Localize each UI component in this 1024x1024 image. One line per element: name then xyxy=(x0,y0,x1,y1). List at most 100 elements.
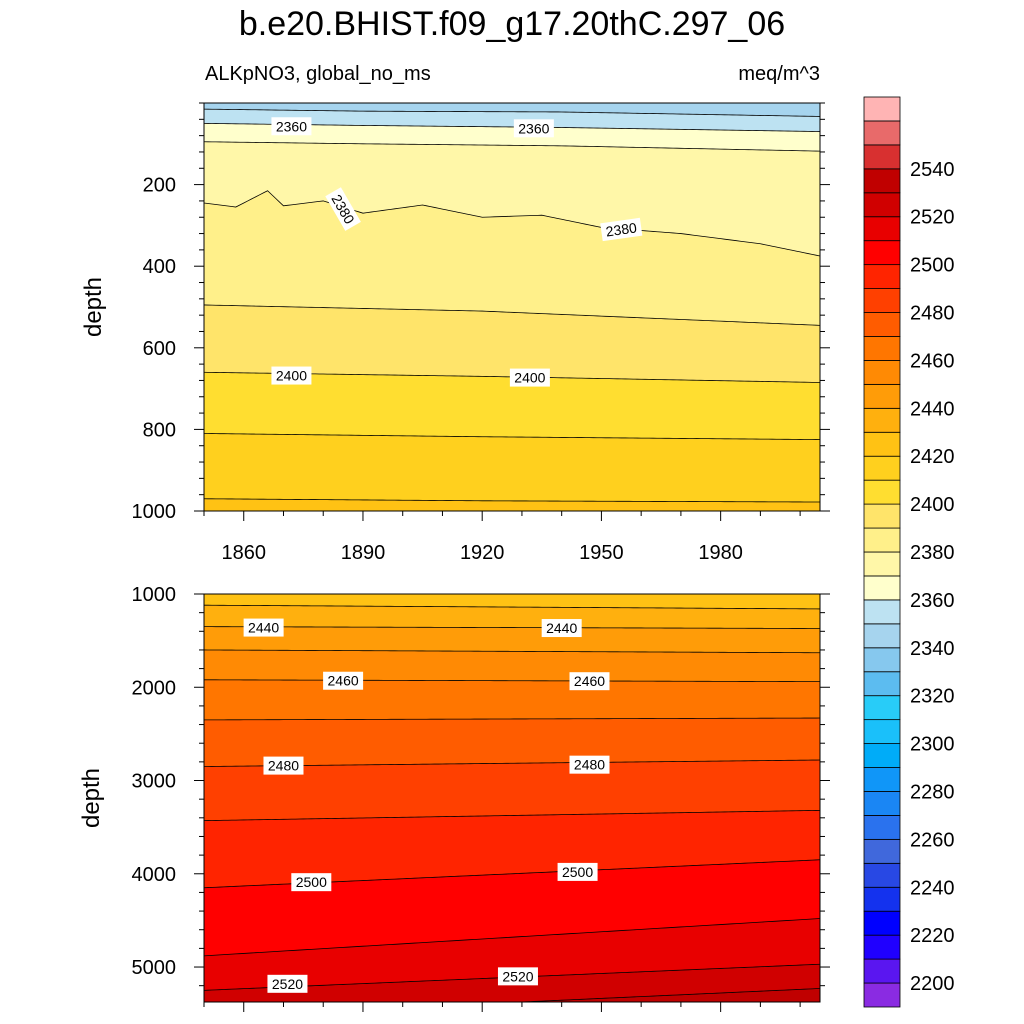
colorbar-swatch-2490 xyxy=(863,264,901,289)
lower-contour-label-4: 2480 xyxy=(263,756,304,775)
lower-contour-label-text-4: 2480 xyxy=(268,758,299,774)
colorbar-label-0: 2200 xyxy=(910,973,955,995)
upper-isoline-2420 xyxy=(204,498,820,503)
upper-contour-label-box-4 xyxy=(271,366,312,385)
colorbar-swatch-2310 xyxy=(863,695,901,721)
subtitle-right: meq/m^3 xyxy=(738,63,820,85)
upper-contour-label-3: 2380 xyxy=(600,217,643,242)
colorbar-swatch-2540 xyxy=(863,144,901,170)
lower-isoline-2480 xyxy=(204,759,820,767)
colorbar-swatch-2440 xyxy=(863,383,901,409)
colorbar-swatch-2510 xyxy=(863,216,901,242)
lower-contour-label-5: 2480 xyxy=(569,755,610,774)
lower-isoline-2440 xyxy=(204,626,820,629)
upper-contour-label-box-0 xyxy=(271,117,312,136)
lower-frame xyxy=(203,593,821,1003)
lower-contour-label-text-0: 2440 xyxy=(248,620,279,636)
colorbar-swatch-2380 xyxy=(863,527,901,553)
upper-ytick-label-4: 1000 xyxy=(132,501,177,523)
upper-contour-label-text-3: 2380 xyxy=(605,219,638,239)
lower-contour-label-box-0 xyxy=(243,618,284,637)
colorbar-swatch-2210 xyxy=(863,934,901,960)
colorbar-swatch-2260 xyxy=(863,815,901,840)
colorbar-swatch-2480 xyxy=(863,288,901,313)
upper-contour-label-5: 2400 xyxy=(509,368,550,387)
lower-contour-label-box-8 xyxy=(267,974,308,993)
lower-isoline-2460 xyxy=(204,679,820,683)
colorbar-swatch-2280 xyxy=(863,767,901,792)
colorbar-swatch-2330 xyxy=(863,647,901,673)
upper-xtick-label-3: 1950 xyxy=(579,542,624,564)
subtitle-left: ALKpNO3, global_no_ms xyxy=(205,63,431,85)
lower-contour-label-text-8: 2520 xyxy=(272,976,303,992)
lower-contour-label-text-1: 2440 xyxy=(546,620,577,636)
axes: 200 400 600 800 1000 1860 1890 1920 1950 1980 dept… xyxy=(78,102,830,1012)
upper-xtick-label-4: 1980 xyxy=(698,542,743,564)
lower-contour-label-3: 2460 xyxy=(569,672,610,691)
colorbar-swatch-2430 xyxy=(863,407,901,433)
colorbar-label-3: 2260 xyxy=(910,829,955,851)
colorbar-swatch-2320 xyxy=(863,671,901,697)
colorbar-label-7: 2340 xyxy=(910,638,955,660)
colorbar-swatch-2290 xyxy=(863,743,901,768)
lower-isoline-2490 xyxy=(204,809,820,822)
upper-xtick-label-0: 1860 xyxy=(221,542,266,564)
upper-contour-label-text-0: 2360 xyxy=(276,118,307,134)
colorbar-swatch-2400 xyxy=(863,479,901,505)
lower-ytick-label-4: 5000 xyxy=(132,957,177,979)
colorbar-label-11: 2420 xyxy=(910,446,955,468)
upper-isoline-2410 xyxy=(204,433,820,440)
lower-contour-label-7: 2500 xyxy=(557,862,598,881)
lower-contour-label-box-3 xyxy=(569,672,610,691)
upper-ytick-label-1: 400 xyxy=(143,256,176,278)
colorbar-label-5: 2300 xyxy=(910,734,955,756)
colorbar-swatch-2360 xyxy=(863,575,901,601)
colorbar-swatch-2560 xyxy=(863,96,901,122)
lower-contour-label-box-1 xyxy=(541,619,582,638)
colorbar-swatch-2250 xyxy=(863,838,901,864)
colorbar-label-14: 2480 xyxy=(910,303,955,325)
upper-isoline-2350 xyxy=(204,108,820,117)
colorbar-swatch-2460 xyxy=(863,336,901,361)
upper-isoline-2380 xyxy=(204,190,820,257)
upper-ylabel: depth xyxy=(80,277,107,337)
colorbar-swatch-2530 xyxy=(863,168,901,194)
lower-contour-label-1: 2440 xyxy=(541,619,582,638)
lower-ytick-label-0: 1000 xyxy=(132,584,177,606)
colorbar-swatch-2470 xyxy=(863,312,901,337)
colorbar-swatch-2390 xyxy=(863,503,901,529)
upper-isoline-2370 xyxy=(204,141,820,152)
lower-contour-label-text-2: 2460 xyxy=(328,673,359,689)
colorbar-swatch-2550 xyxy=(863,120,901,146)
lower-contour-label-2: 2460 xyxy=(323,671,364,690)
lower-isoline-2430 xyxy=(204,604,820,610)
lower-panel-fills xyxy=(204,594,820,1002)
colorbar-label-13: 2460 xyxy=(910,350,955,372)
lower-contour-label-box-2 xyxy=(323,671,364,690)
lower-contour-label-box-9 xyxy=(497,967,538,986)
upper-ytick-label-0: 200 xyxy=(143,175,176,197)
colorbar: 2200 2220 2240 2260 2280 2300 2320 2340 2360 2380… xyxy=(863,96,955,1008)
lower-contour-label-box-6 xyxy=(291,873,332,892)
upper-contour-label-text-1: 2360 xyxy=(518,120,549,136)
upper-contour-label-text-4: 2400 xyxy=(276,368,307,384)
colorbar-swatch-2520 xyxy=(863,192,901,218)
lower-ytick-label-1: 2000 xyxy=(132,677,177,699)
colorbar-swatch-2220 xyxy=(863,910,901,936)
upper-contour-label-text-5: 2400 xyxy=(514,370,545,386)
lower-contour-label-9: 2520 xyxy=(497,967,538,986)
colorbar-label-16: 2520 xyxy=(910,207,955,229)
colorbar-label-2: 2240 xyxy=(910,877,955,899)
lower-ytick-label-3: 4000 xyxy=(132,864,177,886)
upper-contour-label-box-3 xyxy=(600,217,643,242)
colorbar-swatch-2230 xyxy=(863,886,901,912)
colorbar-label-9: 2380 xyxy=(910,542,955,564)
colorbar-label-1: 2220 xyxy=(910,925,955,947)
lower-contour-label-text-7: 2500 xyxy=(562,864,593,880)
lower-contour-label-0: 2440 xyxy=(243,618,284,637)
lower-contour-label-6: 2500 xyxy=(291,873,332,892)
colorbar-swatch-2190 xyxy=(863,982,901,1008)
colorbar-swatch-2240 xyxy=(863,862,901,888)
colorbar-swatch-2350 xyxy=(863,599,901,625)
